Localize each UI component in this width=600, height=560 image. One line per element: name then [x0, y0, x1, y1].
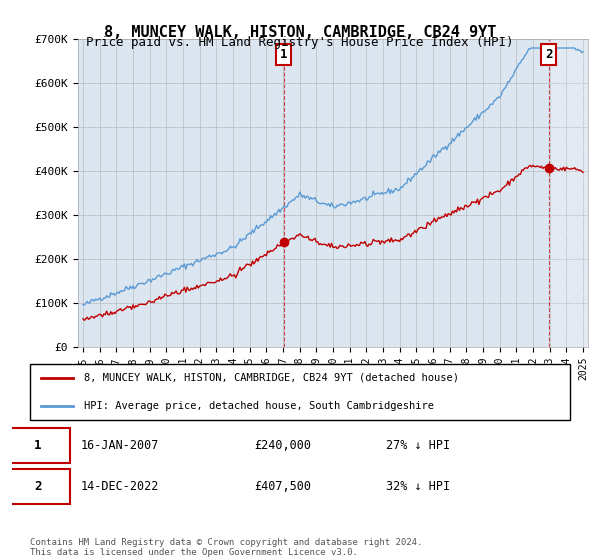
FancyBboxPatch shape [6, 469, 70, 503]
Text: Price paid vs. HM Land Registry's House Price Index (HPI): Price paid vs. HM Land Registry's House … [86, 36, 514, 49]
Text: 8, MUNCEY WALK, HISTON, CAMBRIDGE, CB24 9YT (detached house): 8, MUNCEY WALK, HISTON, CAMBRIDGE, CB24 … [84, 373, 459, 383]
Text: HPI: Average price, detached house, South Cambridgeshire: HPI: Average price, detached house, Sout… [84, 401, 434, 411]
Text: 14-DEC-2022: 14-DEC-2022 [81, 479, 160, 493]
Text: 1: 1 [280, 48, 287, 61]
Text: 32% ↓ HPI: 32% ↓ HPI [386, 479, 451, 493]
Text: £407,500: £407,500 [254, 479, 311, 493]
Text: 8, MUNCEY WALK, HISTON, CAMBRIDGE, CB24 9YT: 8, MUNCEY WALK, HISTON, CAMBRIDGE, CB24 … [104, 25, 496, 40]
Text: 1: 1 [34, 439, 41, 452]
Text: £240,000: £240,000 [254, 439, 311, 452]
Text: Contains HM Land Registry data © Crown copyright and database right 2024.
This d: Contains HM Land Registry data © Crown c… [30, 538, 422, 557]
Bar [550, 39, 592, 347]
Text: 27% ↓ HPI: 27% ↓ HPI [386, 439, 451, 452]
Text: 2: 2 [545, 48, 553, 61]
FancyBboxPatch shape [6, 428, 70, 463]
FancyBboxPatch shape [30, 364, 570, 420]
Text: 2: 2 [34, 479, 41, 493]
Text: 16-JAN-2007: 16-JAN-2007 [81, 439, 160, 452]
